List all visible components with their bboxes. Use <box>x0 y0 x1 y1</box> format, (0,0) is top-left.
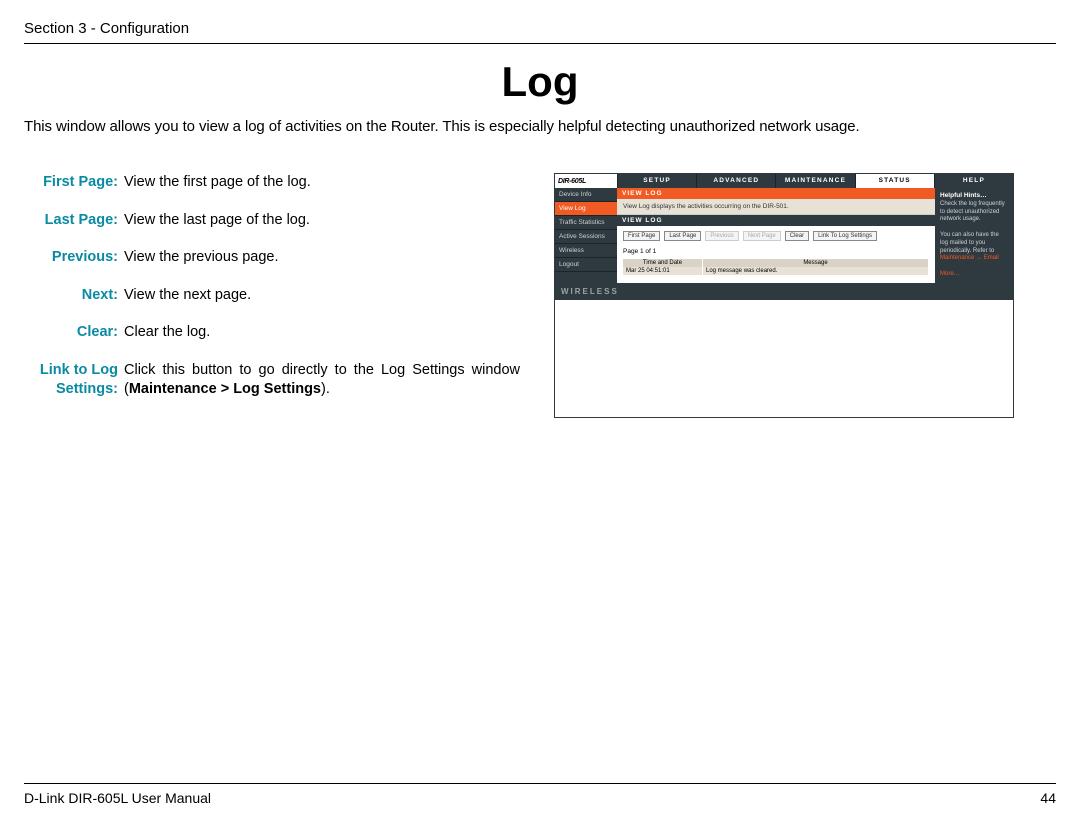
definition-desc: Click this button to go directly to the … <box>124 361 520 400</box>
ss-sidebar-item[interactable]: Device Info <box>555 188 617 202</box>
router-screenshot: DIR-605L SETUPADVANCEDMAINTENANCESTATUSH… <box>554 173 1014 418</box>
definition-desc: View the last page of the log. <box>124 211 520 231</box>
definition-desc: View the previous page. <box>124 248 520 268</box>
ss-log-table: Time and DateMessage Mar 25 04:51:01Log … <box>623 259 929 275</box>
ss-help-body1: Check the log frequently to detect unaut… <box>940 201 1005 223</box>
ss-bottom-brand: WIRELESS <box>555 283 1013 300</box>
footer-page-number: 44 <box>1040 790 1056 806</box>
ss-sidebar-item[interactable]: Active Sessions <box>555 230 617 244</box>
ss-tab-advanced[interactable]: ADVANCED <box>696 174 775 188</box>
ss-button-link-to-log-settings[interactable]: Link To Log Settings <box>813 231 877 241</box>
ss-help-link: Maintenance → Email <box>940 255 999 261</box>
section-header: Section 3 - Configuration <box>24 20 1056 44</box>
ss-panel-desc: View Log displays the activities occurri… <box>617 199 935 215</box>
ss-table-header: Message <box>703 259 929 267</box>
ss-section-title: VIEW LOG <box>617 215 935 226</box>
ss-tab-bar: DIR-605L SETUPADVANCEDMAINTENANCESTATUSH… <box>555 174 1013 188</box>
ss-tab-maintenance[interactable]: MAINTENANCE <box>775 174 854 188</box>
ss-sidebar-item[interactable]: View Log <box>555 202 617 216</box>
ss-table-cell: Mar 25 04:51:01 <box>623 267 703 275</box>
definition-row: Next:View the next page. <box>24 286 520 306</box>
ss-tab-status[interactable]: STATUS <box>855 174 934 188</box>
ss-help-body2: You can also have the log mailed to you … <box>940 232 999 254</box>
ss-sidebar: Device InfoView LogTraffic StatisticsAct… <box>555 188 617 283</box>
ss-panel-title: VIEW LOG <box>617 188 935 199</box>
definition-desc: Clear the log. <box>124 323 520 343</box>
definition-row: Last Page:View the last page of the log. <box>24 211 520 231</box>
ss-button-previous: Previous <box>705 231 738 241</box>
definition-label: Clear: <box>24 323 124 343</box>
definition-label: First Page: <box>24 173 124 193</box>
ss-button-clear[interactable]: Clear <box>785 231 809 241</box>
ss-help-title: Helpful Hints… <box>940 192 987 199</box>
page-footer: D-Link DIR-605L User Manual 44 <box>24 783 1056 806</box>
ss-main: VIEW LOG View Log displays the activitie… <box>617 188 935 283</box>
definition-label: Next: <box>24 286 124 306</box>
ss-sidebar-item[interactable]: Traffic Statistics <box>555 216 617 230</box>
definition-row: Previous:View the previous page. <box>24 248 520 268</box>
definition-row: Clear:Clear the log. <box>24 323 520 343</box>
definition-label: Link to Log Settings: <box>24 361 124 400</box>
ss-table-row: Mar 25 04:51:01Log message was cleared. <box>623 267 929 275</box>
page-title: Log <box>24 58 1056 106</box>
ss-tab-help[interactable]: HELP <box>934 174 1013 188</box>
ss-table-header: Time and Date <box>623 259 703 267</box>
ss-button-next-page: Next Page <box>743 231 781 241</box>
ss-button-last-page[interactable]: Last Page <box>664 231 701 241</box>
definition-row: Link to Log Settings:Click this button t… <box>24 361 520 400</box>
ss-tab-setup[interactable]: SETUP <box>617 174 696 188</box>
ss-button-row: First Page Last Page Previous Next Page Clea… <box>617 226 935 246</box>
intro-paragraph: This window allows you to view a log of … <box>24 118 1056 135</box>
ss-sidebar-item[interactable]: Logout <box>555 258 617 272</box>
ss-button-first-page[interactable]: First Page <box>623 231 660 241</box>
definition-label: Last Page: <box>24 211 124 231</box>
ss-help-more: More… <box>940 271 960 277</box>
definition-label: Previous: <box>24 248 124 268</box>
ss-page-info: Page 1 of 1 <box>617 246 935 259</box>
footer-left: D-Link DIR-605L User Manual <box>24 790 211 806</box>
ss-help-panel: Helpful Hints… Check the log frequently … <box>935 188 1013 283</box>
definition-desc: View the next page. <box>124 286 520 306</box>
definition-list: First Page:View the first page of the lo… <box>24 173 520 418</box>
definition-desc: View the first page of the log. <box>124 173 520 193</box>
definition-row: First Page:View the first page of the lo… <box>24 173 520 193</box>
ss-table-cell: Log message was cleared. <box>703 267 929 275</box>
ss-sidebar-item[interactable]: Wireless <box>555 244 617 258</box>
ss-model-label: DIR-605L <box>555 174 617 188</box>
